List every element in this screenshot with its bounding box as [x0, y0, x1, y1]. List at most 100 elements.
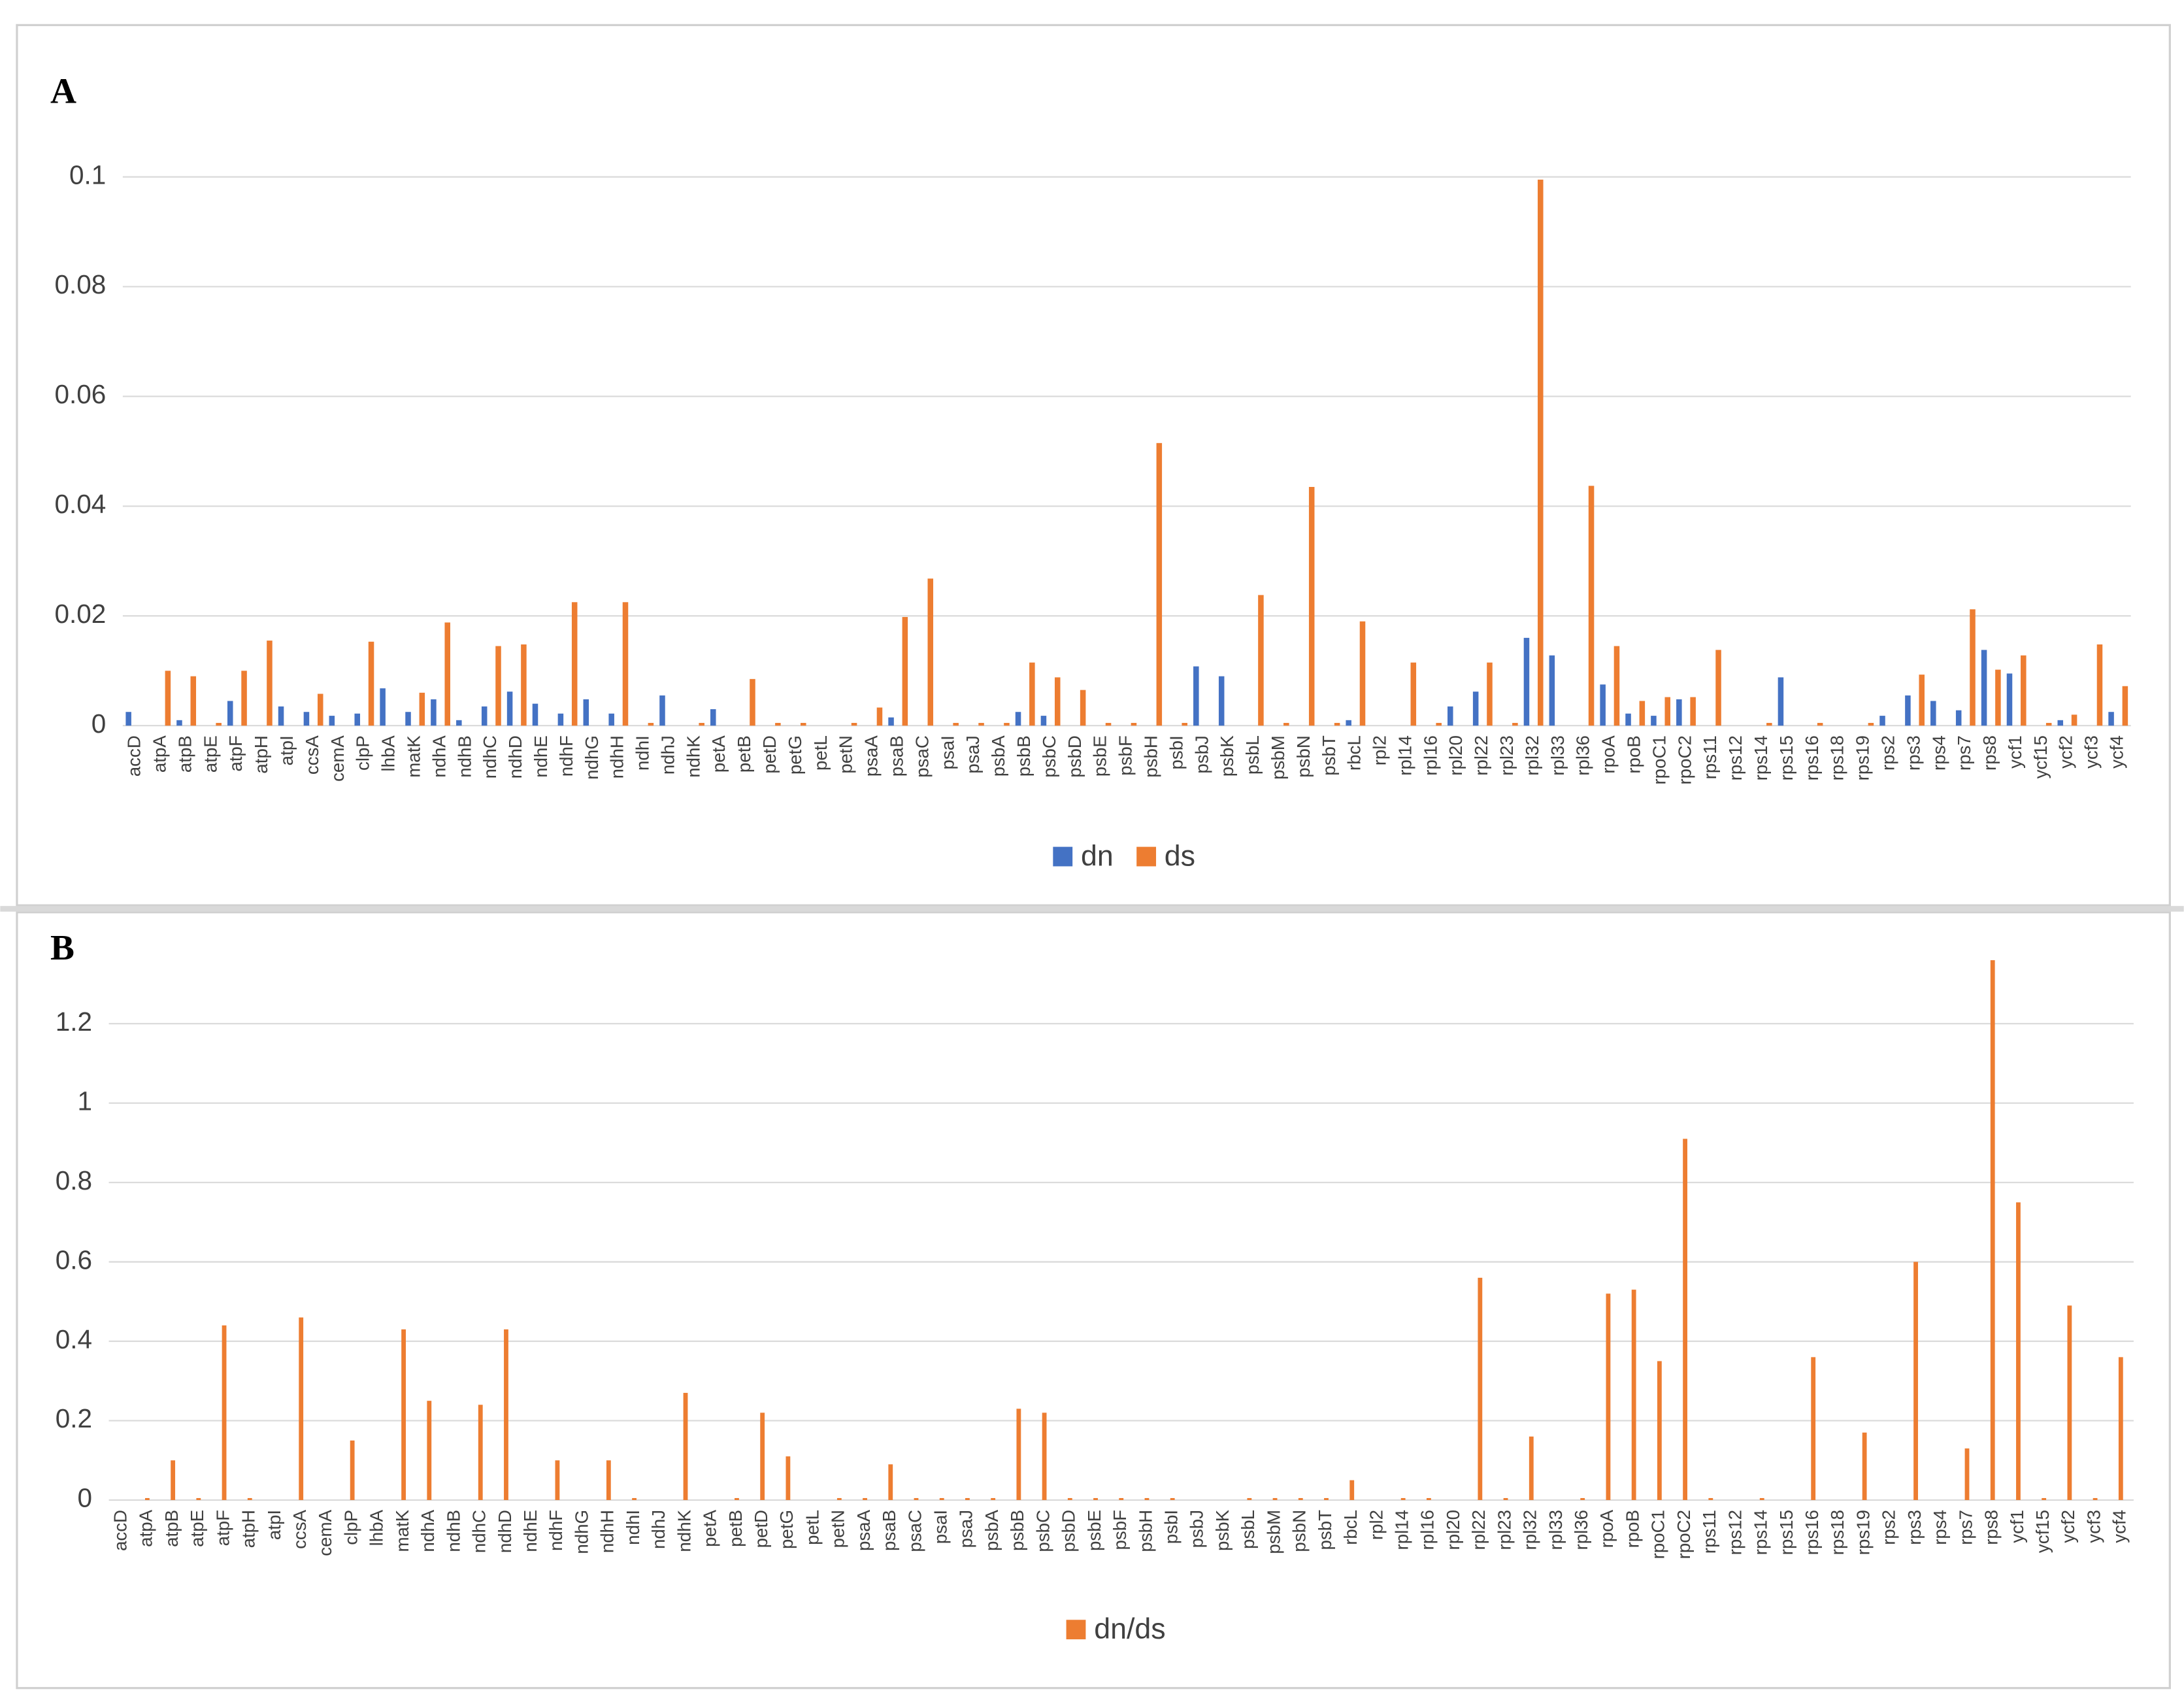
x-tick-label: psbM [1263, 1510, 1283, 1554]
bar [914, 1497, 919, 1501]
x-tick-label: ycf1 [2005, 735, 2025, 769]
x-tick-label: cemA [315, 1509, 335, 1556]
x-tick-label: psbC [1039, 735, 1059, 778]
bar [1448, 706, 1453, 726]
panel-label: A [50, 71, 76, 111]
x-tick-label: psbD [1059, 1510, 1079, 1552]
bar [1015, 712, 1021, 726]
panel-label: B [50, 927, 74, 967]
bar [991, 1497, 996, 1501]
x-tick-label: petD [751, 1510, 771, 1548]
x-tick-label: psbJ [1187, 1510, 1207, 1548]
bar [1919, 675, 1925, 726]
bar [1512, 723, 1518, 726]
bar [583, 699, 589, 726]
x-tick-label: rpoC1 [1648, 1510, 1668, 1559]
bar [504, 1329, 508, 1501]
bar [176, 720, 182, 726]
bar [1004, 723, 1010, 726]
x-tick-label: rpl33 [1546, 1510, 1566, 1550]
bar [1676, 699, 1682, 726]
x-tick-label: rpl22 [1468, 1510, 1489, 1550]
bar [1913, 1261, 1918, 1501]
x-tick-label: rps8 [1979, 735, 2000, 771]
bar [380, 688, 386, 726]
bar [1272, 1497, 1278, 1501]
x-tick-label: atpH [239, 1510, 259, 1548]
bar [1131, 723, 1137, 726]
bar [329, 716, 335, 726]
bar [1324, 1497, 1329, 1501]
x-tick-label: ycf2 [2058, 1510, 2078, 1543]
bar [1600, 684, 1606, 726]
bar [557, 713, 564, 726]
bar [851, 723, 857, 726]
bar [555, 1460, 560, 1501]
x-tick-label: psaB [887, 735, 907, 776]
bar [2122, 686, 2128, 726]
x-tick-label: rps4 [1928, 735, 1949, 771]
x-tick-label: ndhG [582, 735, 602, 780]
x-tick-label: rps4 [1930, 1510, 1950, 1545]
bar [241, 671, 247, 726]
x-tick-label: rpoA [1597, 1509, 1617, 1548]
bar [1990, 960, 1995, 1501]
x-tick-label: psaI [931, 1510, 951, 1544]
y-tick-label: 0 [91, 709, 107, 739]
x-tick-label: psbF [1110, 1510, 1130, 1550]
x-tick-label: rps2 [1879, 1510, 1899, 1545]
x-tick-label: rpl16 [1417, 1510, 1438, 1550]
bar [608, 713, 614, 726]
bar [1995, 669, 2001, 726]
bar [1346, 720, 1351, 726]
x-tick-label: ndhC [469, 1510, 489, 1553]
bar [876, 707, 883, 726]
bar [1862, 1432, 1867, 1501]
x-tick-label: ndhB [454, 735, 474, 778]
bar [1529, 1436, 1534, 1501]
bar [171, 1460, 176, 1501]
x-tick-label: psbL [1238, 1510, 1258, 1549]
bar [1472, 692, 1479, 726]
x-tick-label: atpF [225, 735, 246, 771]
bar [1247, 1497, 1252, 1501]
bar [927, 578, 934, 726]
x-tick-label: petB [725, 1510, 746, 1547]
bar [1868, 723, 1874, 726]
bar [571, 602, 578, 726]
x-tick-label: rps12 [1725, 1510, 1745, 1555]
x-tick-label: ccsA [290, 1509, 310, 1549]
x-tick-label: ndhD [505, 735, 525, 778]
x-tick-label: rps18 [1827, 1510, 1847, 1555]
bar [632, 1497, 637, 1501]
y-tick-label: 0.04 [55, 489, 107, 519]
x-tick-label: ycf4 [2107, 735, 2127, 769]
bar [1478, 1277, 1483, 1501]
x-tick-label: psbE [1090, 735, 1110, 776]
x-tick-label: psbK [1217, 735, 1237, 777]
x-tick-label: ndhI [633, 735, 653, 771]
y-tick-label: 0.8 [56, 1165, 92, 1195]
bar [1715, 650, 1721, 726]
x-tick-label: ycf1 [2007, 1510, 2027, 1543]
x-tick-label: rps15 [1776, 735, 1796, 780]
bar [1690, 697, 1696, 726]
y-tick-label: 0.02 [55, 599, 107, 629]
x-tick-label: rpoC2 [1674, 1510, 1694, 1559]
y-tick-label: 1 [77, 1086, 92, 1116]
x-tick-label: atpI [264, 1510, 284, 1540]
bar [1170, 1497, 1175, 1501]
y-tick-label: 0.06 [55, 379, 107, 409]
x-tick-label: psaC [904, 1510, 925, 1552]
x-tick-label: atpA [136, 1509, 156, 1546]
x-tick-label: rpl32 [1522, 735, 1542, 776]
bar [1119, 1497, 1124, 1501]
x-tick-label: ycf3 [2083, 1510, 2104, 1543]
x-tick-label: petG [776, 1510, 797, 1549]
x-tick-label: petN [836, 735, 856, 774]
x-tick-label: ycf4 [2110, 1510, 2130, 1543]
y-tick-label: 0 [77, 1483, 92, 1513]
bar [401, 1329, 406, 1501]
x-tick-label: rps7 [1954, 735, 1974, 771]
